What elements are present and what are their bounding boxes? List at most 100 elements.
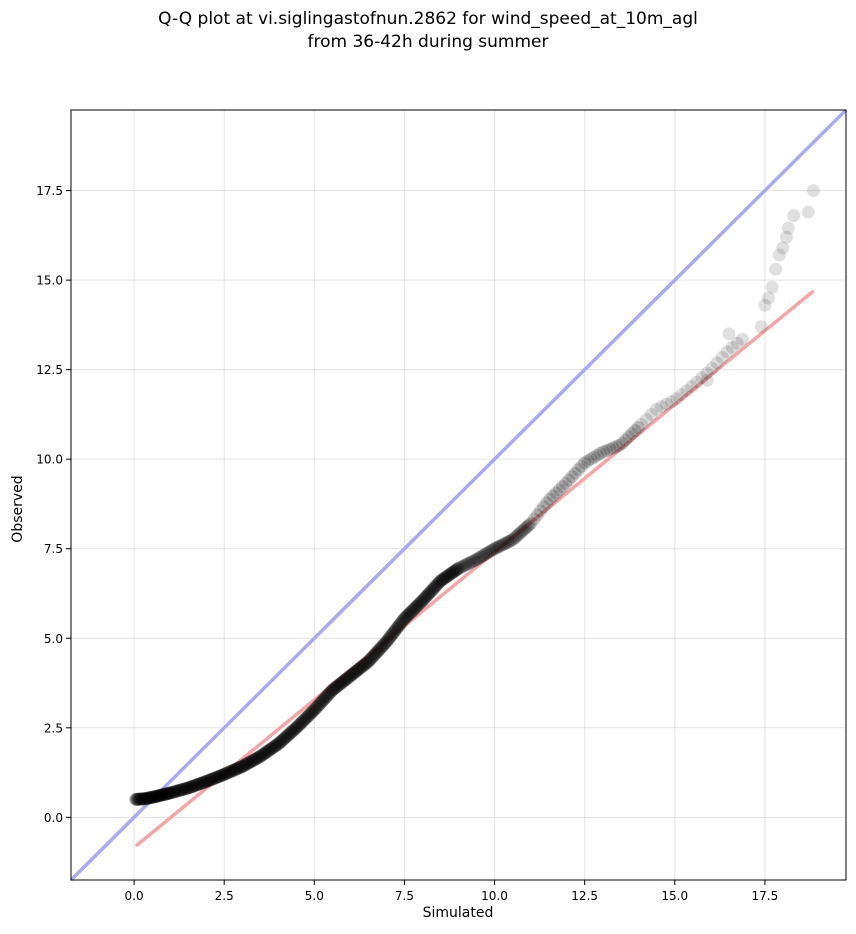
data-point: [735, 332, 749, 346]
data-point: [606, 441, 620, 455]
data-point: [155, 788, 169, 802]
data-point: [235, 760, 249, 774]
data-point: [448, 564, 462, 578]
data-point: [178, 782, 192, 796]
data-point: [524, 516, 538, 530]
data-point: [261, 744, 275, 758]
data-point: [428, 580, 442, 594]
data-point: [449, 563, 463, 577]
data-point: [152, 789, 166, 803]
data-point: [229, 762, 243, 776]
data-point: [337, 674, 351, 688]
data-point: [459, 558, 473, 572]
x-tick-label: 0.0: [125, 889, 144, 903]
data-point: [405, 604, 419, 618]
data-point: [164, 786, 178, 800]
data-point: [308, 702, 322, 716]
data-point: [263, 743, 277, 757]
data-point: [160, 787, 174, 801]
data-point: [615, 436, 629, 450]
data-point: [562, 473, 576, 487]
data-point: [138, 792, 152, 806]
data-point: [375, 640, 389, 654]
data-point: [380, 634, 394, 648]
data-point: [559, 476, 573, 490]
data-point: [234, 760, 248, 774]
data-point: [351, 663, 365, 677]
data-point: [221, 766, 235, 780]
data-point: [251, 751, 265, 765]
x-axis-ticks: 0.0 2.5 5.0 7.5 10.0 12.5 15.0 17.5: [125, 880, 778, 903]
data-point: [316, 694, 330, 708]
data-point: [158, 787, 172, 801]
plot-frame: [70, 109, 847, 881]
data-point: [181, 781, 195, 795]
data-point: [365, 651, 379, 665]
data-point: [754, 320, 768, 334]
data-point: [239, 758, 253, 772]
data-point: [410, 599, 424, 613]
data-point: [492, 540, 506, 554]
y-tick-label: 17.5: [36, 184, 63, 198]
data-point: [285, 724, 299, 738]
data-point: [154, 788, 168, 802]
data-point: [202, 773, 216, 787]
data-point: [355, 660, 369, 674]
data-point: [167, 785, 181, 799]
data-point: [345, 668, 359, 682]
data-point: [452, 561, 466, 575]
data-point: [403, 606, 417, 620]
data-point: [172, 784, 186, 798]
x-tick-label: 2.5: [215, 889, 234, 903]
data-point: [625, 427, 639, 441]
data-point: [401, 608, 415, 622]
data-point: [319, 690, 333, 704]
data-point: [466, 554, 480, 568]
data-point: [191, 778, 205, 792]
data-point: [357, 658, 371, 672]
data-point: [443, 567, 457, 581]
data-point: [224, 765, 238, 779]
data-point: [730, 336, 744, 350]
data-point: [183, 780, 197, 794]
data-point: [242, 755, 256, 769]
data-point: [430, 577, 444, 591]
data-point: [685, 380, 699, 394]
data-point: [772, 248, 786, 262]
data-point: [352, 662, 366, 676]
data-point: [420, 588, 434, 602]
data-point: [700, 373, 714, 387]
data-point: [758, 298, 772, 312]
data-point: [218, 767, 232, 781]
data-point: [483, 545, 496, 559]
data-point: [665, 395, 679, 409]
data-point: [258, 746, 272, 760]
data-point: [307, 703, 321, 717]
data-point: [530, 508, 544, 522]
data-point: [725, 340, 739, 354]
data-point: [366, 649, 380, 663]
data-point: [157, 788, 171, 802]
data-point: [400, 609, 414, 623]
data-point: [283, 727, 297, 741]
data-point: [326, 683, 340, 697]
data-point: [762, 291, 775, 305]
data-point: [197, 775, 211, 789]
data-point: [265, 741, 279, 755]
data-point: [690, 375, 704, 389]
data-point: [593, 446, 607, 460]
data-point: [328, 681, 342, 695]
data-point: [144, 790, 158, 804]
data-point: [497, 537, 511, 551]
data-point: [201, 774, 215, 788]
y-tick-label: 0.0: [44, 811, 63, 825]
data-point: [543, 492, 557, 506]
data-point: [206, 772, 220, 786]
data-point: [227, 763, 241, 777]
data-point: [210, 770, 224, 784]
data-point: [634, 417, 648, 431]
data-point: [508, 531, 522, 545]
data-point: [335, 676, 349, 690]
data-point: [196, 776, 210, 790]
data-point: [411, 598, 425, 612]
